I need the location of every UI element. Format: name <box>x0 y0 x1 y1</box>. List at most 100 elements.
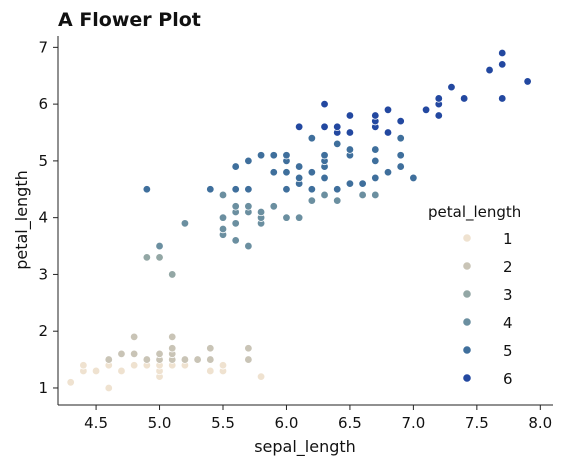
data-point <box>320 99 329 109</box>
x-axis-ticks: 4.5 5.0 5.5 6.0 6.5 7.0 7.5 8.0 <box>84 405 552 432</box>
x-tick-label: 8.0 <box>528 414 552 432</box>
legend-marker <box>462 289 472 299</box>
data-point <box>206 366 215 376</box>
data-point <box>168 332 177 342</box>
data-point <box>218 190 228 200</box>
data-point <box>206 355 215 364</box>
data-point <box>218 361 228 370</box>
data-point <box>231 219 240 228</box>
legend-label: 2 <box>503 258 513 276</box>
y-axis-label: petal_length <box>12 170 32 270</box>
data-point <box>358 190 367 200</box>
data-point <box>333 196 342 205</box>
legend-marker <box>462 261 472 271</box>
legend-title: petal_length <box>428 203 521 222</box>
y-tick-label: 7 <box>38 38 48 56</box>
data-point <box>180 355 190 364</box>
x-tick-label: 7.0 <box>401 414 425 432</box>
data-point <box>320 151 329 160</box>
data-point <box>231 202 240 211</box>
x-tick-label: 6.0 <box>275 414 299 432</box>
data-point <box>345 145 355 154</box>
data-point <box>345 111 355 120</box>
data-point <box>396 133 405 143</box>
data-point <box>129 332 139 342</box>
data-point <box>383 128 393 137</box>
data-point <box>104 355 113 364</box>
data-point <box>396 162 405 171</box>
x-axis-label: sepal_length <box>254 437 356 457</box>
data-point <box>256 207 266 217</box>
data-point <box>371 111 380 120</box>
data-point <box>371 156 380 166</box>
data-point <box>104 383 113 393</box>
data-point <box>206 185 215 194</box>
data-point <box>231 236 240 245</box>
y-tick-label: 2 <box>38 322 48 340</box>
chart-title: A Flower Plot <box>58 9 201 31</box>
data-point <box>409 173 418 183</box>
x-tick-label: 7.5 <box>465 414 489 432</box>
data-point <box>155 241 164 251</box>
y-tick-label: 4 <box>38 209 48 227</box>
data-point <box>434 94 443 103</box>
data-point <box>218 224 228 234</box>
data-point <box>320 173 329 183</box>
data-point <box>218 213 228 222</box>
data-point <box>117 366 126 376</box>
data-point <box>269 168 278 177</box>
data-point <box>91 366 101 376</box>
data-point <box>307 168 317 177</box>
legend-marker <box>462 373 472 383</box>
data-point <box>371 190 380 200</box>
legend-label: 1 <box>503 230 513 248</box>
data-point <box>244 241 253 251</box>
data-point <box>142 355 152 364</box>
data-point <box>498 60 507 69</box>
data-point <box>244 202 253 211</box>
data-point <box>282 168 291 177</box>
data-point <box>66 378 75 387</box>
x-tick-label: 4.5 <box>84 414 108 432</box>
data-point <box>244 344 253 353</box>
data-point <box>269 202 278 211</box>
data-point <box>168 344 177 353</box>
legend-label: 3 <box>503 286 513 304</box>
data-point <box>180 219 190 228</box>
data-point <box>79 361 88 370</box>
legend: petal_length 1 2 3 4 5 6 <box>428 203 521 388</box>
data-point <box>155 253 164 262</box>
data-point <box>294 173 304 183</box>
legend-label: 6 <box>503 370 513 388</box>
data-point <box>282 185 291 194</box>
data-point <box>383 105 393 114</box>
data-point <box>282 151 291 160</box>
data-point <box>421 105 431 114</box>
x-tick-label: 5.0 <box>148 414 172 432</box>
data-point <box>129 349 139 359</box>
data-point <box>294 213 304 222</box>
data-point <box>459 94 469 103</box>
data-point <box>383 168 393 177</box>
scatter-points <box>66 48 532 393</box>
data-point <box>345 179 355 188</box>
y-tick-label: 1 <box>38 379 48 397</box>
data-point <box>168 270 177 279</box>
data-point <box>498 94 507 103</box>
legend-marker <box>462 345 472 355</box>
data-point <box>244 355 253 364</box>
data-point <box>396 116 405 126</box>
y-axis-ticks: 1 2 3 4 5 6 7 <box>38 38 58 397</box>
data-point <box>256 151 266 160</box>
data-point <box>269 151 278 160</box>
y-tick-label: 3 <box>38 265 48 283</box>
data-point <box>282 213 291 222</box>
legend-marker <box>462 233 472 243</box>
data-point <box>142 185 152 194</box>
data-point <box>294 162 304 171</box>
data-point <box>307 196 317 205</box>
data-point <box>485 65 494 75</box>
data-point <box>206 344 215 353</box>
data-point <box>129 361 139 370</box>
